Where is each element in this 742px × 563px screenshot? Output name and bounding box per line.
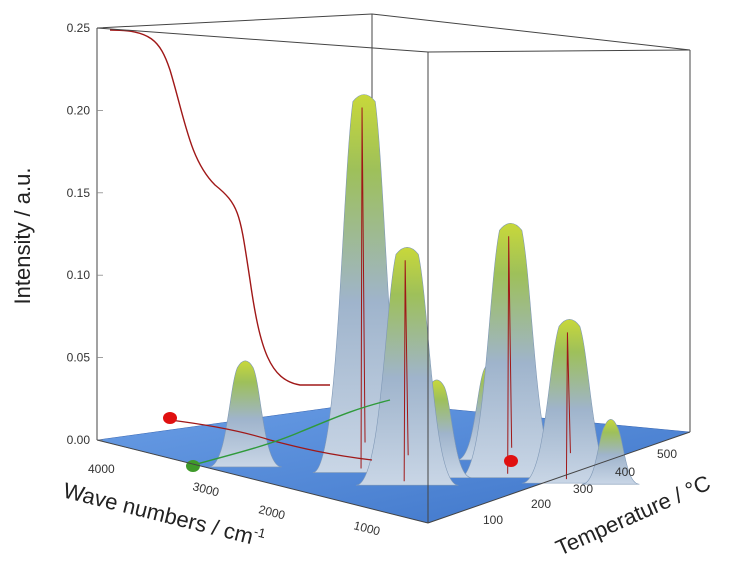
- x-axis-title: Wave numbers / cm-1: [61, 477, 268, 552]
- wavenumber-tick: 4000: [88, 462, 115, 476]
- temperature-axis-ticks: 100 200 300 400 500: [483, 447, 677, 527]
- spectral-peak: [582, 418, 640, 485]
- temperature-tick: 100: [483, 513, 503, 527]
- y-tick-label: 0.05: [67, 351, 91, 365]
- plot-box-front: [96, 27, 691, 524]
- x-axis-title-text: Wave numbers / cm: [61, 478, 256, 549]
- y-tick-label: 0.15: [67, 186, 91, 200]
- y-axis-ticks: 0.00 0.05 0.10 0.15 0.20 0.25: [67, 21, 103, 447]
- temperature-tick: 500: [657, 447, 677, 461]
- wavenumber-tick: 3000: [191, 479, 221, 499]
- y-tick-label: 0.10: [67, 268, 91, 282]
- y-tick-label: 0.25: [67, 21, 91, 35]
- green-trace: [192, 399, 391, 466]
- peak-ridge-line: [507, 236, 513, 474]
- y-tick-label: 0.20: [67, 103, 91, 117]
- wavenumber-tick: 2000: [257, 502, 287, 522]
- red-marker-left: [163, 412, 177, 424]
- wavenumber-axis-ticks: 4000 3000 2000 1000: [88, 462, 382, 538]
- green-marker: [186, 460, 200, 472]
- tga-curve: [109, 29, 330, 386]
- red-marker-right: [504, 455, 518, 467]
- temperature-tick: 200: [531, 497, 551, 511]
- svg-text:Wave numbers / cm-1: Wave numbers / cm-1: [61, 477, 268, 552]
- peak-ridge-line: [565, 332, 571, 480]
- peak-ridge-line: [360, 107, 366, 469]
- y-axis-title: Intensity / a.u.: [10, 168, 35, 305]
- x-axis-title-sup: -1: [252, 524, 267, 541]
- tga-projection: [169, 419, 373, 461]
- temperature-tick: 300: [573, 482, 593, 496]
- peak-ridge-line: [403, 260, 409, 482]
- peaks-layer: [208, 94, 640, 486]
- temperature-tick: 400: [615, 465, 635, 479]
- y-tick-label: 0.00: [67, 433, 91, 447]
- wavenumber-tick: 1000: [352, 518, 382, 538]
